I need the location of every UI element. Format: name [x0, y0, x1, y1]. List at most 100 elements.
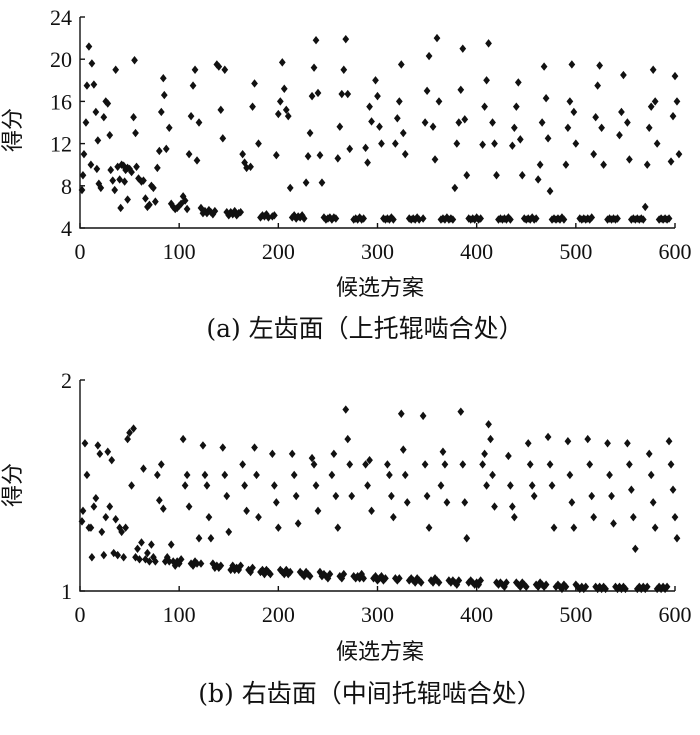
panel-a-point-213	[503, 215, 510, 224]
panel-b-point-62	[199, 441, 207, 450]
panel-a-point-286	[653, 139, 661, 148]
panel-a-point-117	[300, 214, 308, 223]
panel-b-point-219	[510, 512, 518, 522]
panel-a-point-221	[518, 171, 526, 180]
panel-b-point-45	[165, 557, 173, 566]
panel-b-point-46	[167, 540, 175, 549]
panel-a-point-92	[247, 162, 254, 172]
panel-a-point-41	[144, 202, 151, 212]
panel-b-point-16	[108, 455, 116, 465]
panel-a-point-103	[272, 151, 280, 160]
panel-b-point-74	[223, 491, 231, 501]
panel-b-point-198	[469, 578, 477, 587]
panel-a-point-79	[219, 134, 227, 143]
panel-b-xlabel: 候选方案	[336, 640, 424, 665]
panel-a-point-245	[566, 97, 574, 106]
panel-b-point-42	[159, 504, 167, 513]
panel-a-point-39	[140, 176, 147, 185]
panel-a-point-36	[133, 162, 140, 172]
panel-b-point-64	[203, 481, 211, 490]
panel-a-point-89	[239, 149, 246, 159]
panel-a-point-44	[150, 183, 157, 193]
panel-b-point-79	[233, 563, 241, 572]
panel-b-point-286	[643, 582, 651, 591]
panel-a-point-280	[641, 202, 649, 212]
panel-b-point-171	[415, 576, 423, 585]
panel-a-point-199	[473, 213, 481, 222]
panel-a-point-78	[217, 105, 225, 115]
panel-b-point-73	[221, 470, 229, 480]
panel-a-point-148	[364, 158, 371, 167]
panel-b-point-23	[122, 523, 129, 532]
panel-a-point-112	[290, 211, 298, 220]
panel-a-point-80	[221, 65, 229, 74]
panel-a-point-235	[546, 186, 554, 196]
panel-b-point-187	[447, 578, 455, 587]
panel-b-point-206	[485, 420, 492, 429]
panel-a-point-229	[534, 175, 542, 184]
panel-b-point-32	[140, 464, 147, 473]
panel-b-point-246	[564, 436, 572, 446]
panel-a-point-30	[117, 203, 125, 213]
panel-a-point-205	[485, 39, 492, 48]
panel-a-point-190	[455, 118, 463, 127]
panel-a-point-151	[372, 76, 379, 85]
panel-a-point-233	[542, 94, 550, 103]
panel-a-point-10	[87, 160, 95, 169]
panel-a-point-123	[312, 36, 320, 45]
panel-a-point-32	[128, 167, 135, 177]
panel-b-point-221	[514, 580, 522, 589]
panel-b-point-39	[153, 470, 161, 480]
panel-b-point-11	[98, 527, 106, 537]
panel-a-point-13	[97, 183, 105, 193]
panel-b-point-214	[501, 582, 508, 591]
panel-a-point-178	[431, 155, 439, 164]
panel-a-point-259	[596, 61, 603, 70]
panel-b-point-233	[538, 580, 546, 589]
panel-b-point-77	[229, 561, 237, 570]
panel-b-point-61	[197, 559, 205, 568]
panel-b-point-197	[467, 576, 475, 585]
panel-b-point-18	[112, 515, 120, 524]
plot-b-points	[78, 405, 681, 594]
panel-b-point-110	[294, 519, 302, 528]
plot-a-points	[78, 33, 683, 224]
panel-a-point-172	[415, 215, 423, 224]
panel-a-point-75	[211, 206, 219, 216]
panel-b-point-51	[177, 555, 185, 564]
panel-b-point-145	[364, 481, 371, 490]
panel-b-point-54	[183, 470, 191, 480]
panel-b-point-195	[463, 534, 471, 543]
panel-b-point-72	[219, 443, 227, 452]
panel-a-point-174	[421, 118, 429, 127]
panel-a-point-282	[645, 123, 653, 132]
panel-a-point-57	[175, 201, 183, 211]
panel-b-point-128	[330, 449, 338, 459]
panel-b-point-82	[239, 460, 246, 469]
panel-a-point-296	[673, 97, 681, 106]
panel-a-point-119	[304, 152, 312, 161]
panel-b-point-70	[215, 563, 223, 572]
panel-b-point-143	[360, 574, 367, 583]
panel-b-point-266	[604, 439, 611, 448]
panel-b-point-161	[395, 574, 403, 583]
panel-b-point-191	[455, 576, 463, 585]
panel-a: 0 100 200 300 400 500 600 4 8 12 16 20 24 得分 候选方案 (a…	[1, 5, 692, 343]
panel-a-point-23	[116, 175, 124, 184]
panel-a-point-257	[592, 113, 600, 122]
panel-a-xtick-label-3: 300	[361, 239, 394, 264]
panel-b-point-298	[667, 460, 675, 469]
panel-a-ylabel: 得分	[1, 108, 26, 152]
panel-b-point-181	[435, 578, 443, 587]
panel-a-point-118	[302, 178, 310, 187]
panel-b-point-139	[352, 574, 360, 583]
panel-b-point-213	[499, 580, 506, 589]
panel-b-point-158	[390, 512, 397, 522]
panel-a-point-7	[90, 80, 98, 89]
panel-b-point-9	[94, 441, 102, 450]
panel-a-xtick-label-2: 200	[262, 239, 295, 264]
panel-a-point-294	[669, 111, 677, 121]
panel-b-point-6	[88, 553, 96, 562]
panel-a-point-45	[152, 197, 159, 206]
panel-a-point-99	[263, 210, 270, 219]
